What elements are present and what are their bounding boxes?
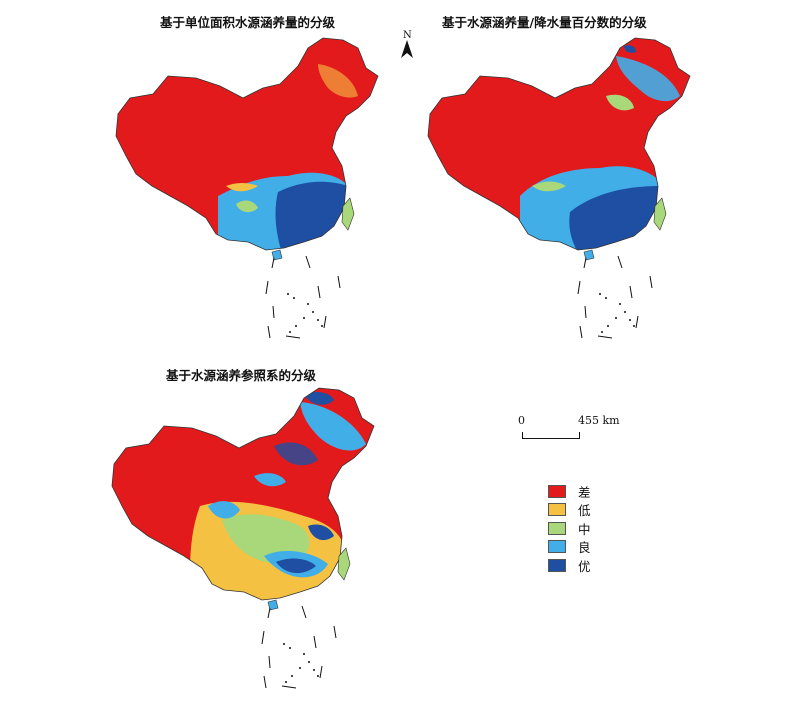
map-title-1: 基于单位面积水源涵养量的分级: [160, 15, 336, 30]
legend-swatch: [548, 558, 566, 572]
china-map-percent-precipitation: [427, 37, 691, 339]
north-arrow-icon: N: [397, 30, 417, 60]
scale-bar: 0 455 km: [518, 414, 620, 444]
map-title-3: 基于水源涵养参照系的分级: [166, 368, 317, 383]
china-map-reference-system: [111, 387, 375, 689]
scale-end-label: 455 km: [578, 414, 620, 427]
legend-item: 中: [548, 519, 591, 537]
scale-line: [522, 432, 580, 439]
legend-label: 良: [578, 540, 591, 555]
legend-swatch: [548, 484, 566, 498]
legend-swatch: [548, 540, 566, 553]
legend-item: 低: [548, 501, 591, 519]
legend-item: 优: [548, 556, 591, 574]
legend-item: 差: [548, 482, 591, 500]
legend-label: 差: [578, 484, 591, 500]
legend-item: 良: [548, 538, 591, 556]
scale-start-label: 0: [518, 414, 525, 427]
legend-label: 优: [578, 558, 591, 574]
legend-swatch: [548, 521, 566, 535]
map-title-2: 基于水源涵养量/降水量百分数的分级: [442, 15, 647, 30]
legend: 差 低 中 良 优: [548, 482, 591, 575]
legend-label: 中: [578, 521, 591, 537]
china-map-area-per-unit: [115, 37, 379, 339]
north-label: N: [403, 30, 412, 41]
legend-label: 低: [578, 503, 591, 518]
legend-swatch: [548, 503, 566, 516]
